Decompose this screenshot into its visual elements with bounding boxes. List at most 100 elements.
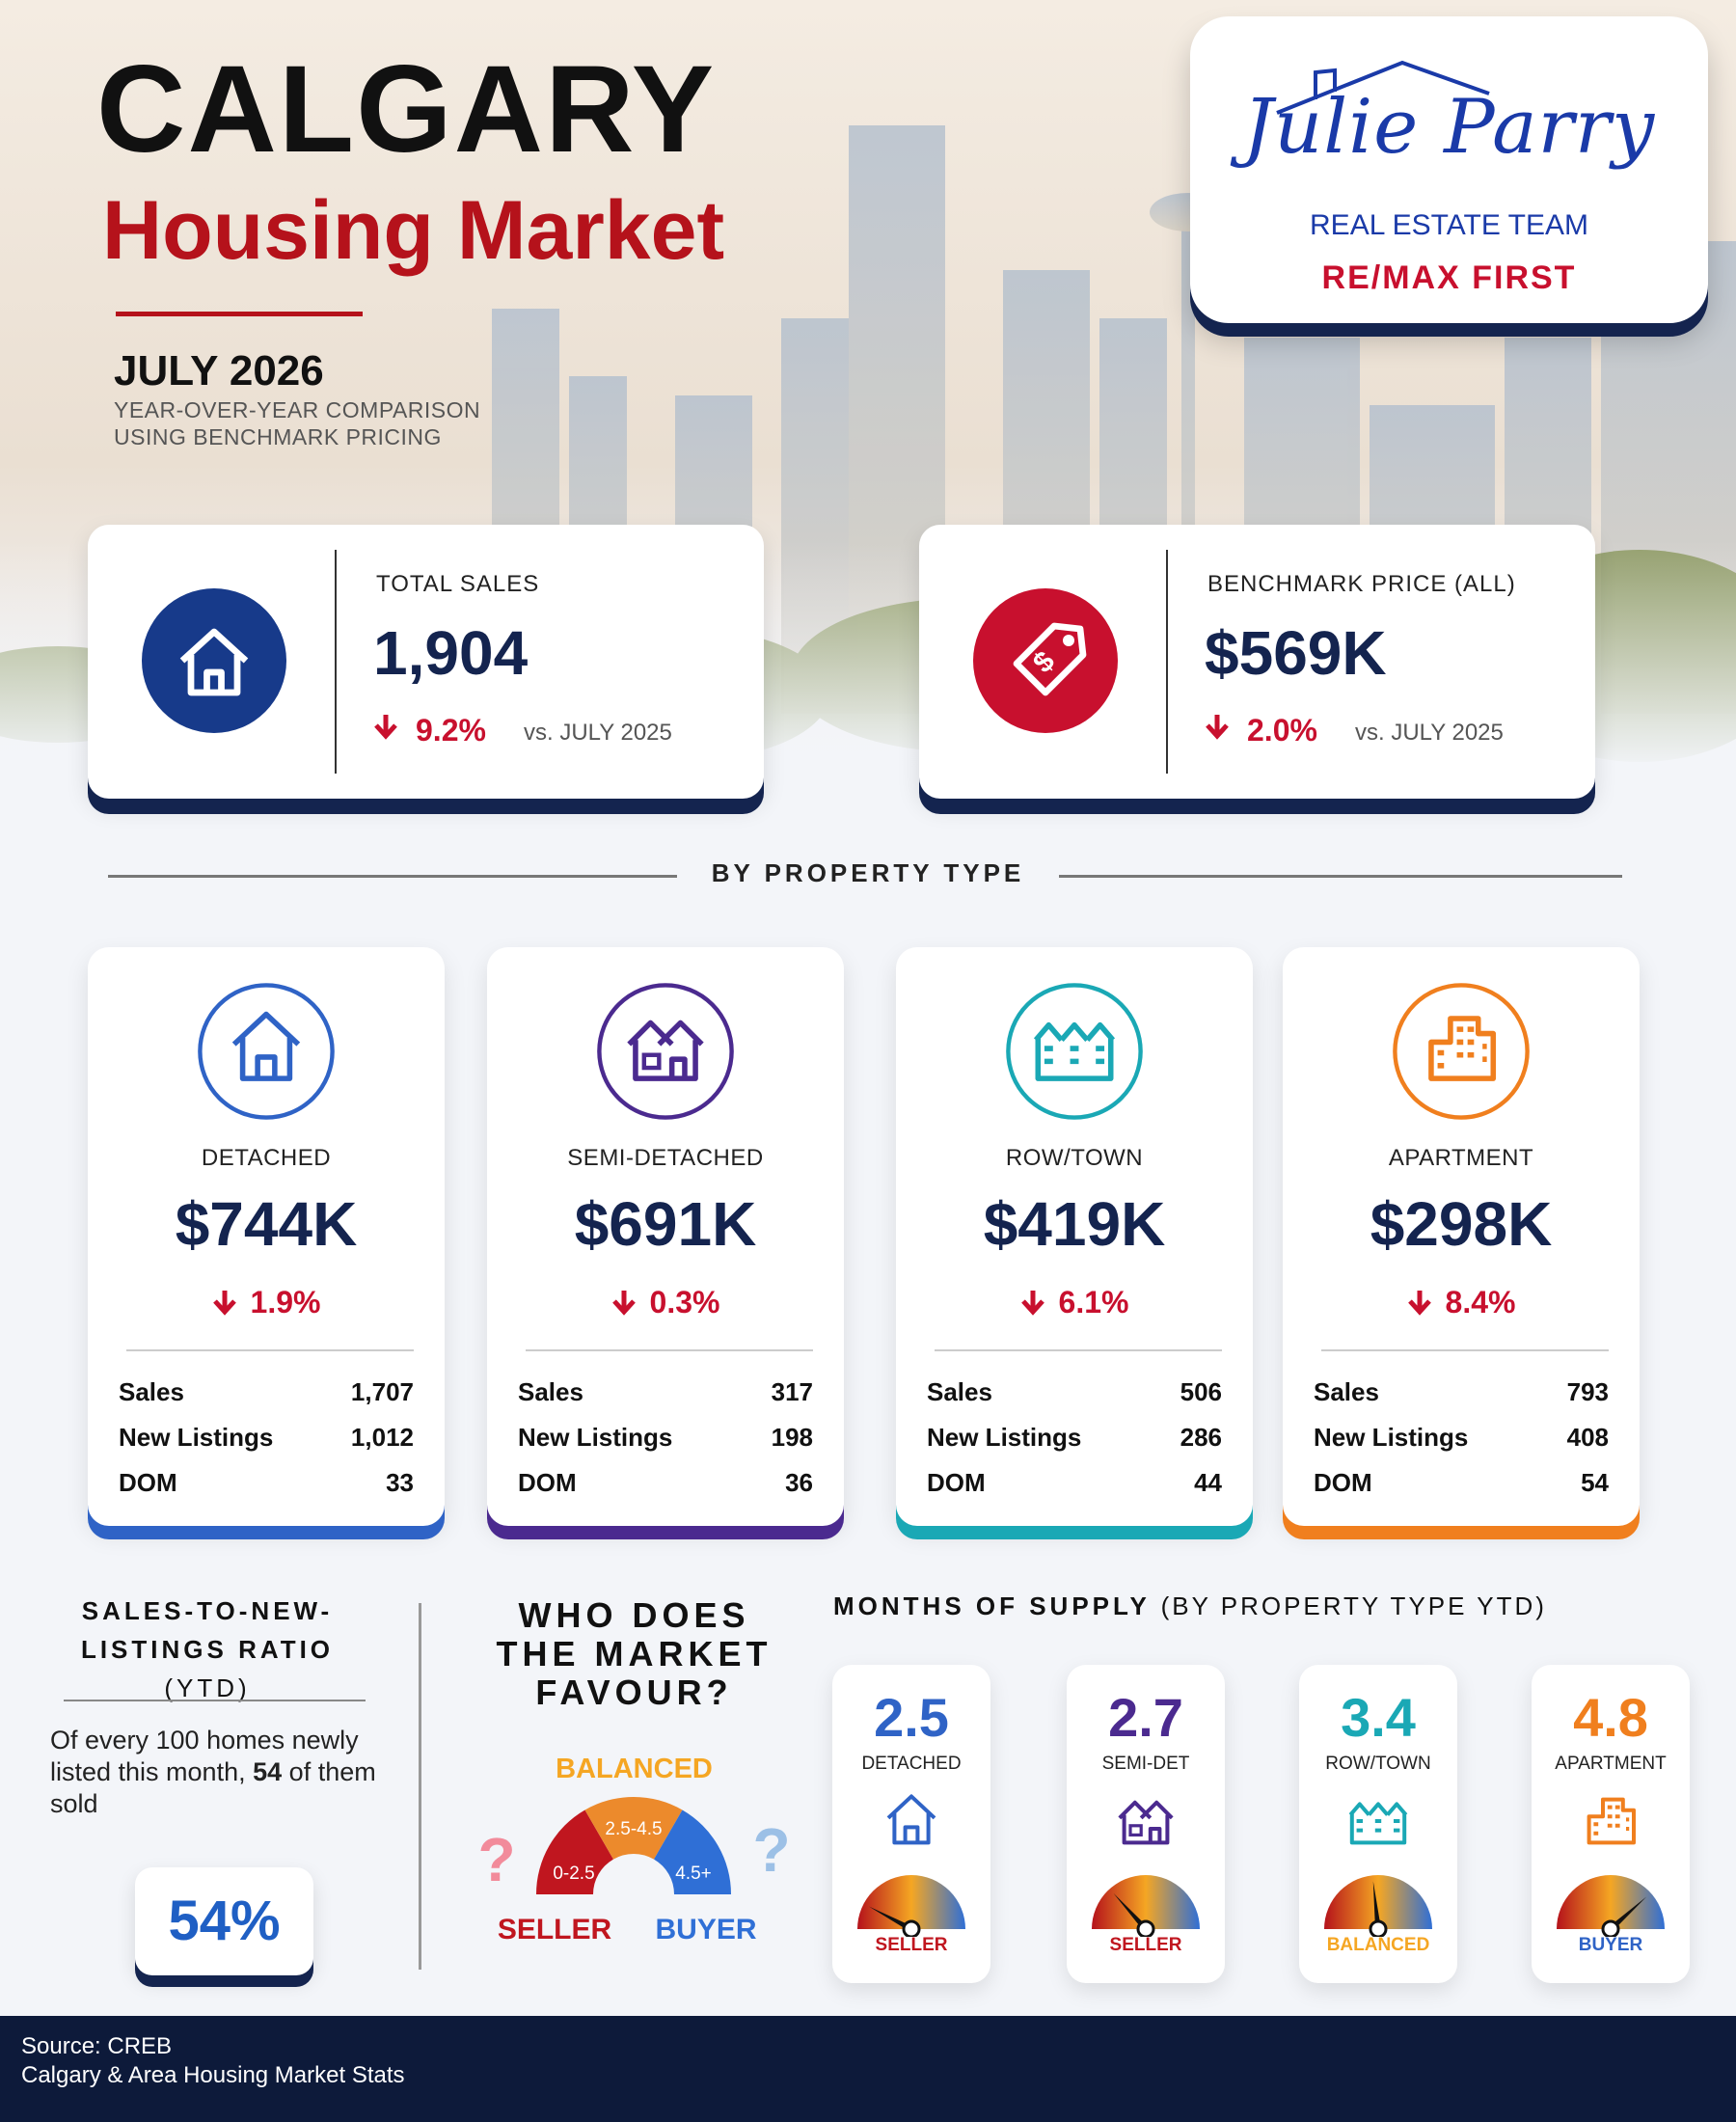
down-arrow <box>1206 715 1229 740</box>
property-icon <box>597 983 734 1120</box>
stat-label: New Listings <box>119 1423 274 1452</box>
stat-value: 793 <box>1566 1377 1609 1406</box>
stat-row: New Listings 198 <box>518 1423 813 1453</box>
stat-row: Sales 506 <box>927 1377 1222 1407</box>
divider <box>526 1349 813 1351</box>
summary-value: 1,904 <box>373 618 529 688</box>
source: Source: CREB <box>21 2033 173 2059</box>
note-line: USING BENCHMARK PRICING <box>114 424 442 449</box>
supply-value: 2.7 <box>1108 1687 1183 1748</box>
verdict: SELLER <box>875 1935 948 1955</box>
range-label: 2.5-4.5 <box>605 1819 662 1839</box>
team-name: REAL ESTATE TEAM <box>1310 209 1588 241</box>
stat-row: New Listings 286 <box>927 1423 1222 1453</box>
property-card: ROW/TOWN $419K 6.1% Sales 506 New Listings… <box>896 947 1253 1526</box>
balanced-label: BALANCED <box>556 1754 713 1784</box>
stat-value: 506 <box>1180 1377 1222 1406</box>
stat-row: New Listings 1,012 <box>119 1423 414 1453</box>
stat-label: DOM <box>927 1468 986 1497</box>
change-value: 1.9% <box>250 1285 321 1319</box>
divider <box>126 1349 414 1351</box>
down-arrow <box>212 1291 236 1316</box>
text: of them sold <box>50 1757 376 1818</box>
signature: Julie Parry <box>1242 84 1656 171</box>
property-price: $419K <box>983 1189 1166 1259</box>
favour-title: FAVOUR? <box>535 1673 733 1712</box>
property-card: SEMI-DETACHED $691K 0.3% Sales 317 New Lis… <box>487 947 844 1526</box>
summary-card: TOTAL SALES 1,904 9.2% vs. JULY 2025 <box>88 525 764 799</box>
supply-gauge <box>1557 1875 1665 1937</box>
subtitle: Housing Market <box>102 184 725 277</box>
supply-icon <box>886 1794 936 1845</box>
supply-card: 2.5 DETACHED SELLER <box>832 1665 990 1983</box>
supply-icon <box>1348 1802 1408 1845</box>
summary-change: 2.0% <box>1247 713 1317 748</box>
title: CALGARY <box>96 41 717 178</box>
supply-value: 4.8 <box>1573 1687 1648 1748</box>
ratio-title: SALES-TO-NEW-LISTINGS RATIO (YTD) <box>39 1592 376 1707</box>
supply-type: SEMI-DET <box>1101 1754 1190 1774</box>
favour-title: THE MARKET <box>496 1634 773 1673</box>
supply-value: 3.4 <box>1341 1687 1416 1748</box>
change <box>1205 713 1243 742</box>
range-label: 0-2.5 <box>553 1864 594 1884</box>
stat-label: DOM <box>518 1468 577 1497</box>
stat-label: DOM <box>1314 1468 1372 1497</box>
down-arrow <box>1020 1291 1044 1316</box>
gauge-segment <box>654 1809 731 1894</box>
down-arrow <box>1407 1291 1431 1316</box>
verdict: SELLER <box>1109 1935 1182 1955</box>
caption: Calgary & Area Housing Market Stats <box>21 2062 405 2088</box>
stat-row: Sales 317 <box>518 1377 813 1407</box>
stat-label: DOM <box>119 1468 177 1497</box>
divider <box>419 1603 421 1970</box>
supply-gauge <box>1092 1875 1200 1937</box>
stat-label: Sales <box>1314 1377 1379 1406</box>
summary-icon <box>142 588 286 733</box>
property-card: APARTMENT $298K 8.4% Sales 793 New Listing… <box>1283 947 1640 1526</box>
supply-card: 4.8 APARTMENT BUYER <box>1532 1665 1690 1983</box>
gauge-segment <box>584 1796 683 1860</box>
verdict: BUYER <box>1578 1935 1643 1955</box>
down-arrow <box>374 715 397 740</box>
change-value: 8.4% <box>1445 1285 1516 1319</box>
property-change: 8.4% <box>1283 1285 1640 1320</box>
divider <box>1166 550 1168 774</box>
stat-value: 54 <box>1581 1468 1609 1497</box>
stat-label: New Listings <box>1314 1423 1469 1452</box>
stat-value: 286 <box>1180 1423 1222 1452</box>
favour-title: WHO DOES <box>518 1595 750 1635</box>
divider <box>935 1349 1222 1351</box>
down-arrow <box>611 1291 636 1316</box>
stat-value: 408 <box>1566 1423 1609 1452</box>
seller-label: SELLER <box>498 1914 612 1945</box>
section-header: BY PROPERTY TYPE <box>0 858 1736 888</box>
stat-value: 1,707 <box>350 1377 414 1406</box>
supply-type: DETACHED <box>861 1754 962 1774</box>
summary-card: $ BENCHMARK PRICE (ALL) $569K 2.0% vs. J… <box>919 525 1595 799</box>
summary-value: $569K <box>1205 618 1387 688</box>
stat-row: New Listings 408 <box>1314 1423 1609 1453</box>
stat-row: DOM 44 <box>927 1468 1222 1498</box>
stat-label: New Listings <box>518 1423 673 1452</box>
gauge-segment <box>536 1809 613 1894</box>
supply-value: 2.5 <box>874 1687 949 1748</box>
note-line: YEAR-OVER-YEAR COMPARISON <box>114 397 481 422</box>
stat-label: Sales <box>927 1377 992 1406</box>
property-icon <box>198 983 335 1120</box>
footer: Source: CREB Calgary & Area Housing Mark… <box>0 2016 1736 2122</box>
question-mark: ? <box>477 1825 515 1894</box>
highlight: 54 <box>253 1757 283 1786</box>
supply-icon <box>1587 1797 1636 1845</box>
summary-change: 9.2% <box>416 713 486 748</box>
ratio-value: 54% <box>135 1867 313 1975</box>
stat-value: 36 <box>785 1468 813 1497</box>
stat-value: 198 <box>771 1423 813 1452</box>
accent-line <box>116 312 363 316</box>
comparison: vs. JULY 2025 <box>524 720 672 746</box>
property-change: 6.1% <box>896 1285 1253 1320</box>
brokerage: RE/MAX FIRST <box>1321 259 1577 296</box>
supply-card: 2.7 SEMI-DET SELLER <box>1067 1665 1225 1983</box>
